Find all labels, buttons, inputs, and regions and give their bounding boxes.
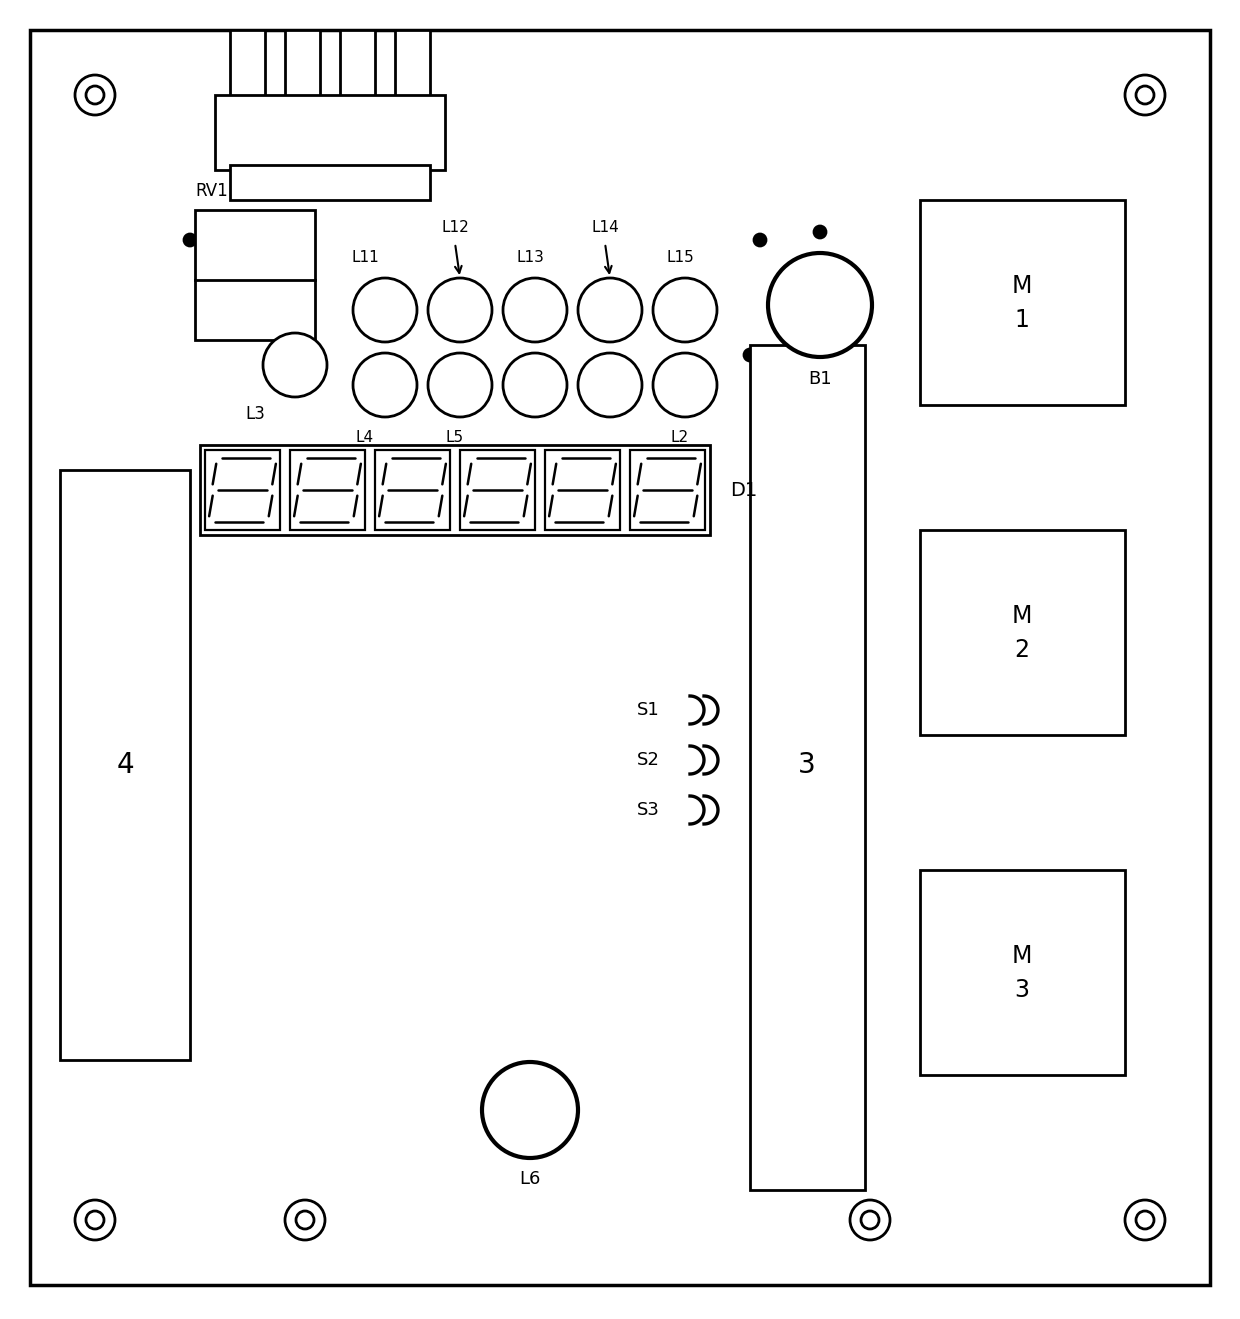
Circle shape (813, 226, 826, 237)
Text: M
2: M 2 (1012, 604, 1032, 662)
Bar (340, 30, 374, 100)
Circle shape (428, 353, 492, 417)
Bar (374, 450, 450, 530)
Text: 3: 3 (799, 751, 816, 780)
Bar (630, 450, 706, 530)
Bar (750, 346, 866, 1190)
Circle shape (428, 278, 492, 342)
Text: L4: L4 (356, 430, 374, 445)
Text: RV1: RV1 (195, 182, 228, 200)
Circle shape (184, 233, 196, 247)
Circle shape (353, 353, 417, 417)
Bar (229, 30, 265, 100)
Bar (546, 450, 620, 530)
Text: L5: L5 (446, 430, 464, 445)
Text: L6: L6 (520, 1170, 541, 1188)
Text: M
3: M 3 (1012, 944, 1032, 1001)
Circle shape (1125, 75, 1166, 115)
Text: L15: L15 (666, 251, 694, 265)
Text: L13: L13 (516, 251, 544, 265)
Text: L14: L14 (591, 220, 619, 235)
Text: L2: L2 (671, 430, 689, 445)
Bar (200, 445, 711, 536)
Circle shape (744, 350, 756, 361)
Text: L11: L11 (351, 251, 379, 265)
Circle shape (285, 1200, 325, 1240)
Circle shape (86, 1211, 104, 1229)
Bar (290, 450, 365, 530)
Bar (460, 450, 534, 530)
Circle shape (861, 1211, 879, 1229)
Circle shape (263, 332, 327, 397)
Text: 4: 4 (117, 751, 134, 780)
Circle shape (768, 253, 872, 357)
Text: S1: S1 (637, 700, 660, 719)
Circle shape (1136, 86, 1154, 104)
Text: L12: L12 (441, 220, 469, 235)
Circle shape (74, 1200, 115, 1240)
Circle shape (503, 278, 567, 342)
Circle shape (86, 86, 104, 104)
Circle shape (1125, 1200, 1166, 1240)
Text: S3: S3 (637, 801, 660, 819)
Circle shape (578, 353, 642, 417)
Text: D1: D1 (730, 480, 758, 500)
Circle shape (296, 1211, 314, 1229)
Bar (205, 450, 280, 530)
Bar (920, 200, 1125, 405)
Bar (920, 530, 1125, 735)
Circle shape (69, 615, 81, 627)
Bar (215, 95, 445, 170)
Circle shape (754, 233, 766, 247)
Circle shape (74, 75, 115, 115)
Circle shape (1136, 1211, 1154, 1229)
Text: L3: L3 (246, 405, 265, 423)
Text: S2: S2 (637, 751, 660, 769)
Bar (920, 871, 1125, 1075)
Circle shape (482, 1062, 578, 1158)
Bar (396, 30, 430, 100)
Circle shape (653, 278, 717, 342)
Bar (60, 470, 190, 1060)
Text: M
1: M 1 (1012, 274, 1032, 332)
Text: B1: B1 (808, 371, 832, 388)
Circle shape (849, 1200, 890, 1240)
Bar (195, 210, 315, 340)
Bar (285, 30, 320, 100)
Circle shape (578, 278, 642, 342)
Bar (229, 165, 430, 200)
Circle shape (503, 353, 567, 417)
Circle shape (653, 353, 717, 417)
Circle shape (353, 278, 417, 342)
